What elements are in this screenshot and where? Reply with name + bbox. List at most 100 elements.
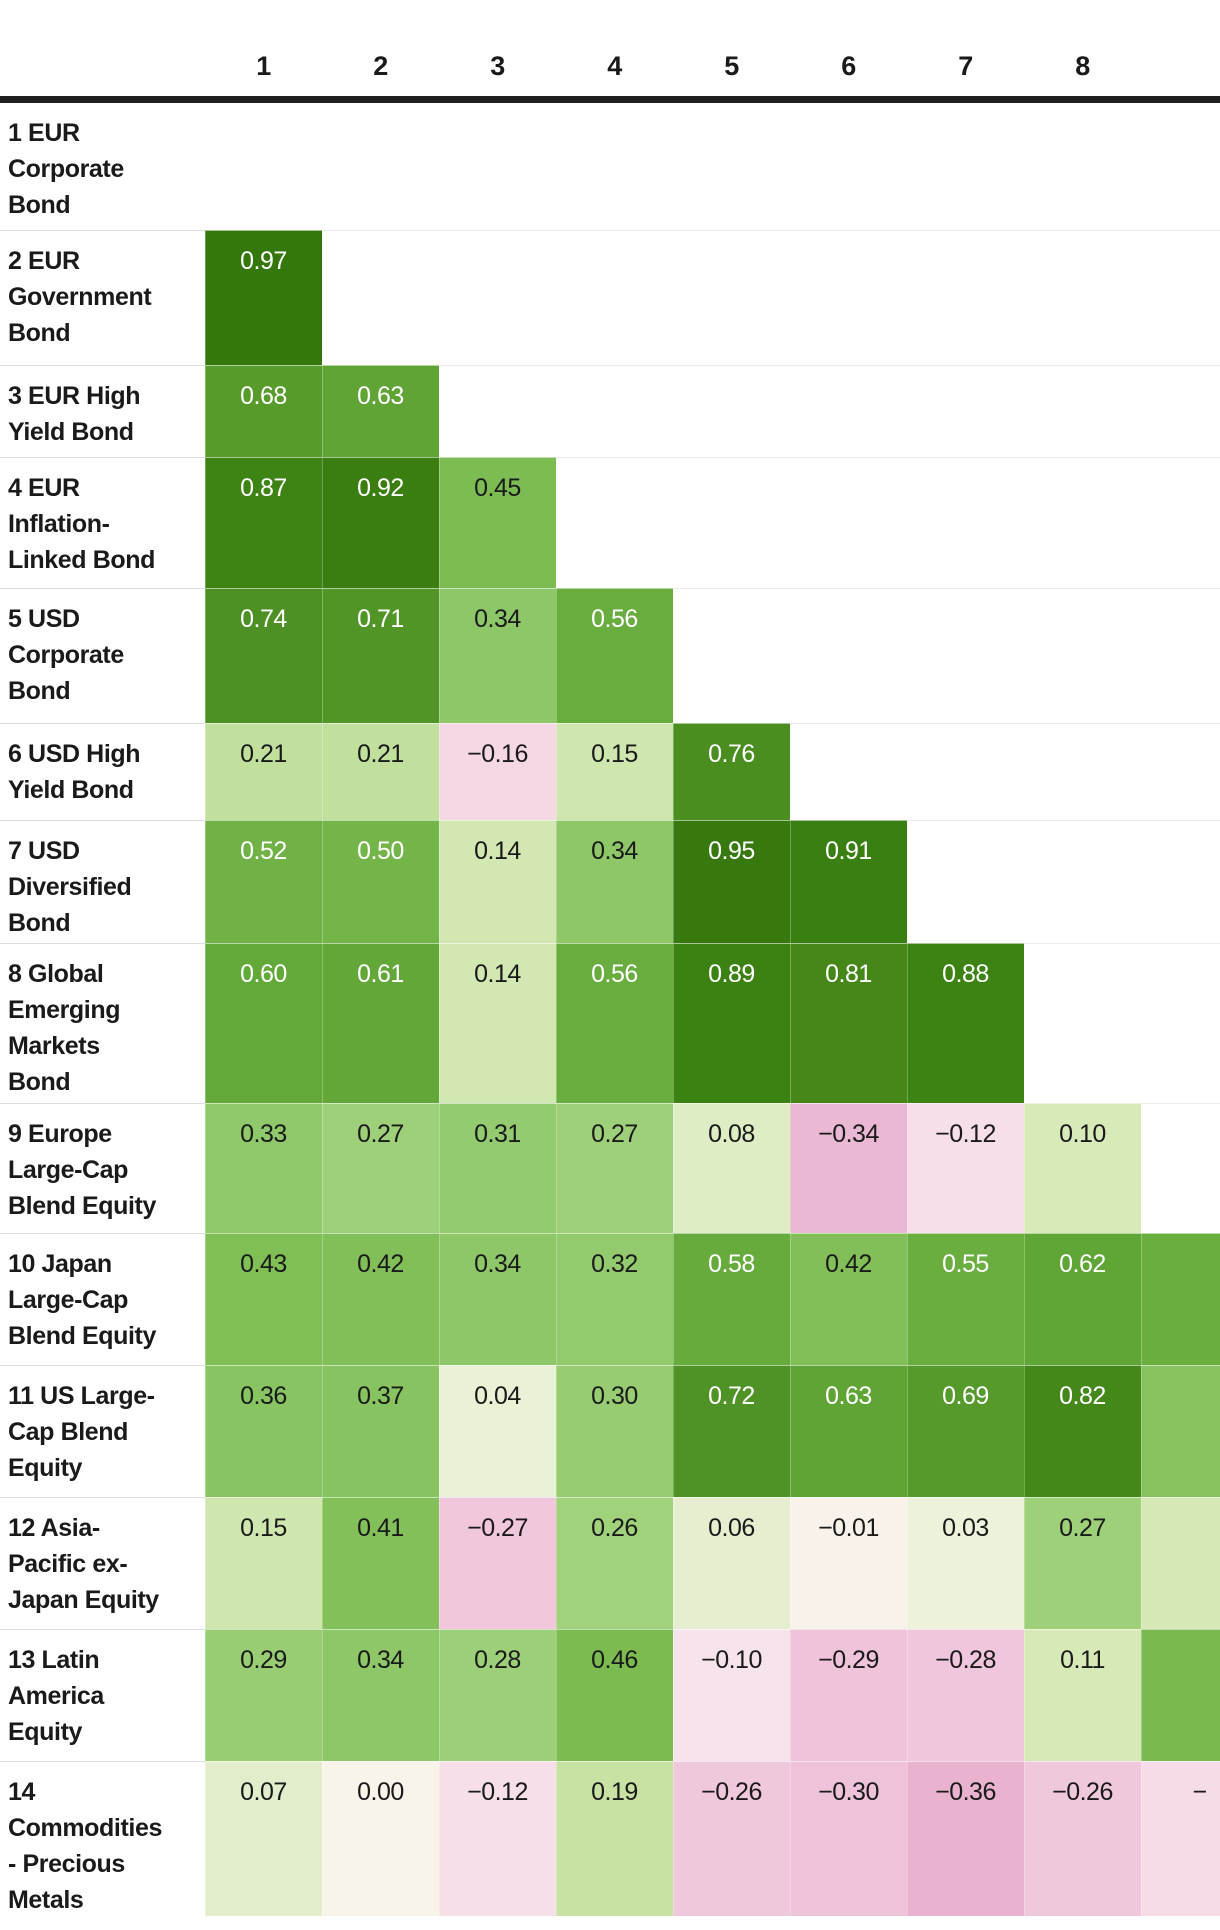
correlation-cell: 0.56 — [556, 588, 673, 723]
correlation-cell: 0.60 — [205, 943, 322, 1103]
correlation-cell: 0.61 — [322, 943, 439, 1103]
correlation-cell: 0.33 — [205, 1103, 322, 1233]
column-header-3: 3 — [490, 51, 505, 81]
correlation-cell-partial — [1141, 1233, 1220, 1365]
matrix-row-13: 13 Latin America Equity 0.29 0.34 0.28 0.46 −0.… — [0, 1629, 1220, 1761]
row-label: 1 EUR Corporate Bond — [8, 119, 124, 219]
empty-cell — [322, 103, 439, 230]
header-spacer — [0, 0, 205, 96]
correlation-cell: 0.10 — [1024, 1103, 1141, 1233]
row-label: 14 Commodities - Precious Metals — [0, 1761, 205, 1916]
row-label: 2 EUR Government Bond — [0, 230, 205, 365]
empty-cell — [1141, 820, 1220, 943]
matrix-row-9: 9 Europe Large-Cap Blend Equity 0.33 0.27 0.3… — [0, 1103, 1220, 1233]
empty-cell — [439, 365, 556, 457]
correlation-cell: 0.89 — [673, 943, 790, 1103]
row-label: 7 USD Diversified Bond — [0, 820, 205, 943]
correlation-cell: 0.46 — [556, 1629, 673, 1761]
correlation-cell: −0.10 — [673, 1629, 790, 1761]
empty-cell — [1141, 1103, 1220, 1233]
correlation-cell: 0.95 — [673, 820, 790, 943]
empty-cell — [1024, 230, 1141, 365]
empty-cell — [673, 230, 790, 365]
matrix-row-5: 5 USD Corporate Bond 0.74 0.71 0.34 0.56 — [0, 588, 1220, 723]
empty-cell — [556, 103, 673, 230]
empty-cell — [556, 365, 673, 457]
column-header-7: 7 — [958, 51, 973, 81]
correlation-cell: 0.56 — [556, 943, 673, 1103]
correlation-cell: 0.27 — [1024, 1497, 1141, 1629]
matrix-row-11: 11 US Large- Cap Blend Equity 0.36 0.37 0.04 0… — [0, 1365, 1220, 1497]
correlation-cell: 0.26 — [556, 1497, 673, 1629]
empty-cell — [907, 723, 1024, 820]
correlation-cell: 0.30 — [556, 1365, 673, 1497]
correlation-cell: 0.55 — [907, 1233, 1024, 1365]
correlation-cell: 0.50 — [322, 820, 439, 943]
correlation-cell: 0.27 — [322, 1103, 439, 1233]
correlation-cell: −0.27 — [439, 1497, 556, 1629]
column-header-5: 5 — [724, 51, 739, 81]
correlation-cell: 0.82 — [1024, 1365, 1141, 1497]
matrix-row-8: 8 Global Emerging Markets Bond 0.60 0.61 0.14 0… — [0, 943, 1220, 1103]
correlation-cell: 0.97 — [205, 230, 322, 365]
empty-cell — [790, 457, 907, 588]
empty-cell — [1024, 103, 1141, 230]
correlation-cell: 0.71 — [322, 588, 439, 723]
empty-cell — [790, 588, 907, 723]
empty-cell — [322, 230, 439, 365]
empty-cell — [907, 230, 1024, 365]
matrix-row-6: 6 USD High Yield Bond 0.21 0.21 −0.16 0.15 0.7… — [0, 723, 1220, 820]
correlation-cell-partial: − — [1141, 1761, 1220, 1916]
correlation-cell: 0.63 — [790, 1365, 907, 1497]
correlation-cell: 0.03 — [907, 1497, 1024, 1629]
empty-cell — [907, 588, 1024, 723]
empty-cell — [790, 723, 907, 820]
empty-cell — [556, 230, 673, 365]
correlation-cell: 0.91 — [790, 820, 907, 943]
empty-cell — [439, 230, 556, 365]
correlation-cell: 0.34 — [439, 1233, 556, 1365]
empty-cell — [1024, 365, 1141, 457]
correlation-cell: −0.12 — [439, 1761, 556, 1916]
correlation-cell: 0.87 — [205, 457, 322, 588]
correlation-cell: 0.14 — [439, 943, 556, 1103]
correlation-cell: 0.04 — [439, 1365, 556, 1497]
correlation-cell: 0.72 — [673, 1365, 790, 1497]
correlation-cell: 0.15 — [556, 723, 673, 820]
empty-cell — [790, 103, 907, 230]
empty-cell — [1141, 723, 1220, 820]
empty-cell — [673, 365, 790, 457]
column-header-8: 8 — [1075, 51, 1090, 81]
empty-cell — [907, 103, 1024, 230]
correlation-cell: 0.07 — [205, 1761, 322, 1916]
empty-cell — [907, 365, 1024, 457]
column-headers: 1 2 3 4 5 6 7 8 — [0, 0, 1220, 103]
empty-cell — [1141, 365, 1220, 457]
empty-cell — [790, 230, 907, 365]
row-label: 13 Latin America Equity — [0, 1629, 205, 1761]
empty-cell — [673, 457, 790, 588]
empty-cell — [1024, 820, 1141, 943]
correlation-cell: −0.28 — [907, 1629, 1024, 1761]
empty-cell — [907, 820, 1024, 943]
correlation-cell: 0.31 — [439, 1103, 556, 1233]
correlation-cell: 0.32 — [556, 1233, 673, 1365]
empty-cell — [1024, 723, 1141, 820]
empty-cell — [1141, 103, 1220, 230]
correlation-cell: 0.88 — [907, 943, 1024, 1103]
correlation-cell: 0.29 — [205, 1629, 322, 1761]
correlation-cell: 0.06 — [673, 1497, 790, 1629]
correlation-cell: 0.28 — [439, 1629, 556, 1761]
row-label: 9 Europe Large-Cap Blend Equity — [0, 1103, 205, 1233]
correlation-cell: 0.27 — [556, 1103, 673, 1233]
matrix-row-3: 3 EUR High Yield Bond 0.68 0.63 — [0, 365, 1220, 457]
empty-cell — [439, 103, 556, 230]
empty-cell — [556, 457, 673, 588]
correlation-cell: 0.43 — [205, 1233, 322, 1365]
correlation-cell: −0.29 — [790, 1629, 907, 1761]
correlation-cell-partial — [1141, 1629, 1220, 1761]
correlation-cell: −0.01 — [790, 1497, 907, 1629]
correlation-cell: 0.11 — [1024, 1629, 1141, 1761]
correlation-cell: −0.26 — [673, 1761, 790, 1916]
correlation-cell: 0.19 — [556, 1761, 673, 1916]
